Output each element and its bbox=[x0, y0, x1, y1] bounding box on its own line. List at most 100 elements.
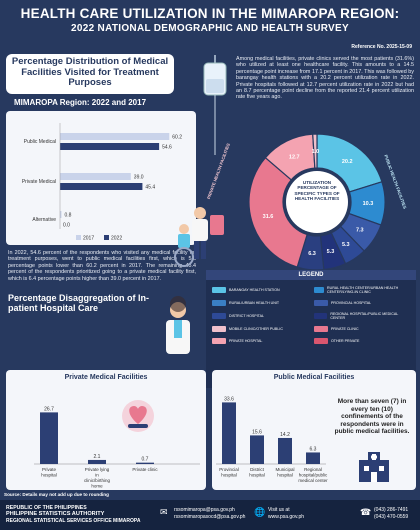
legend-title: LEGEND bbox=[206, 270, 416, 280]
bar-category-label: Provincial bbox=[219, 467, 239, 472]
public-facilities-chart: 33.6Provincialhospital15.6Districthospit… bbox=[216, 396, 328, 483]
bar-value-label: 39.0 bbox=[134, 175, 144, 181]
private-facilities-panel: Private Medical Facilities 26.7 Private ho… bbox=[6, 370, 206, 490]
legend-label-2017: 2017 bbox=[83, 236, 94, 242]
legend-swatch bbox=[314, 313, 328, 319]
legend-label: PRIVATE HOSPITAL bbox=[229, 339, 263, 343]
bar-category-label: Private lying bbox=[85, 467, 110, 472]
bar-category-label: hospital bbox=[41, 473, 57, 478]
bar-2017-1 bbox=[60, 173, 131, 180]
email-icon: ✉ bbox=[160, 507, 168, 517]
public-facilities-title: Public Medical Facilities bbox=[273, 374, 355, 381]
bar-value-label: 0.8 bbox=[64, 213, 71, 219]
bar-category-label: hospital/public bbox=[299, 473, 328, 478]
bar-value-label: 60.2 bbox=[172, 135, 182, 141]
bar-2017-2 bbox=[60, 211, 62, 218]
legend-swatch bbox=[314, 326, 328, 332]
donut-value-label: 5.3 bbox=[342, 242, 350, 248]
bar-category-label: Public Medical bbox=[24, 139, 56, 145]
bar-2022-1 bbox=[60, 183, 143, 190]
footer-website[interactable]: www.psa.gov.ph bbox=[268, 514, 305, 520]
legend-item: REGIONAL HOSPITAL/PUBLIC MEDICAL CENTER bbox=[314, 312, 410, 320]
legend-item: DISTRICT HOSPITAL bbox=[212, 312, 308, 320]
footer-phone2: (043) 470-0559 bbox=[374, 514, 409, 520]
bar-3 bbox=[306, 452, 320, 464]
bar-category-label: hospital bbox=[277, 473, 293, 478]
page-subtitle: 2022 NATIONAL DEMOGRAPHIC AND HEALTH SUR… bbox=[71, 23, 349, 34]
doctor-patient-illustration bbox=[174, 207, 224, 267]
hospital-icon bbox=[359, 452, 389, 482]
bar-category-label: home bbox=[91, 484, 103, 489]
page-title: HEALTH CARE UTILIZATION IN THE MIMAROPA … bbox=[20, 6, 400, 21]
legend-item: RURAL HEALTH CENTER/URBAN HEALTH CENTER/… bbox=[314, 286, 410, 294]
footer-bar: REPUBLIC OF THE PHILIPPINES PHILIPPINE S… bbox=[0, 500, 420, 530]
legend-item: MOBILE CLINIC/OTHER PUBLIC bbox=[212, 326, 308, 332]
legend-label: MOBILE CLINIC/OTHER PUBLIC bbox=[229, 327, 283, 331]
legend-item: RURAL/URBAN HEALTH UNIT bbox=[212, 300, 308, 306]
bar-category-label: in bbox=[95, 473, 99, 478]
section1-chart-panel: Public Medical 60.2 54.6 Private Medical 39.… bbox=[6, 111, 196, 245]
bar-category-label: Municipal bbox=[275, 467, 294, 472]
bar-value-label: 15.6 bbox=[252, 429, 262, 435]
bar-category-label: District bbox=[250, 467, 264, 472]
donut-value-label: 10.3 bbox=[363, 201, 374, 207]
legend-swatch bbox=[314, 338, 328, 344]
legend-panel: LEGEND BARANGAY HEALTH STATION RURAL HEAL… bbox=[206, 270, 416, 388]
legend-swatch-2022 bbox=[104, 235, 109, 240]
legend-swatch bbox=[314, 300, 328, 306]
footer-org2: PHILIPPINE STATISTICS AUTHORITY bbox=[6, 511, 105, 517]
bar-2017-0 bbox=[60, 133, 170, 140]
legend-swatch bbox=[212, 313, 226, 319]
donut-slice-8 bbox=[312, 133, 318, 169]
bar-value-label: 2.1 bbox=[94, 454, 101, 460]
donut-value-label: 5.3 bbox=[327, 249, 335, 255]
donut-value-label: 12.7 bbox=[289, 154, 300, 160]
bar-category-label: Private bbox=[42, 467, 57, 472]
iv-bag-illustration bbox=[203, 55, 227, 155]
heart-hand-icon bbox=[122, 400, 154, 432]
legend-label: DISTRICT HOSPITAL bbox=[229, 314, 265, 318]
public-callout: More than seven (7) in every ten (10) co… bbox=[334, 398, 410, 435]
footer-email2[interactable]: rssomimaropasocd@psa.gov.ph bbox=[174, 514, 246, 520]
source-note: Source: Details may not add up due to ro… bbox=[4, 492, 109, 497]
footer-email1[interactable]: rssomimaropa@psa.gov.ph bbox=[174, 507, 235, 513]
bar-value-label: 54.6 bbox=[162, 145, 172, 151]
bar-value-label: 0.0 bbox=[63, 223, 70, 229]
bar-1 bbox=[250, 435, 264, 464]
private-facilities-title: Private Medical Facilities bbox=[64, 374, 148, 381]
legend-item: PRIVATE CLINIC bbox=[314, 326, 410, 332]
bar-category-label: hospital bbox=[221, 473, 237, 478]
donut-slice-6 bbox=[248, 156, 308, 268]
legend-item: PROVINCIAL HOSPITAL bbox=[314, 300, 410, 306]
footer-org3: REGIONAL STATISTICAL SERVICES OFFICE MIM… bbox=[6, 518, 141, 524]
bar-0 bbox=[40, 412, 58, 464]
legend-label: REGIONAL HOSPITAL/PUBLIC MEDICAL CENTER bbox=[330, 312, 399, 320]
legend-swatch bbox=[212, 287, 226, 293]
facility-visit-chart: Public Medical 60.254.6 Private Medical 39.… bbox=[22, 123, 182, 242]
bar-value-label: 14.2 bbox=[280, 432, 290, 438]
donut-value-label: 7.3 bbox=[356, 228, 364, 234]
footer-org1: REPUBLIC OF THE PHILIPPINES bbox=[6, 505, 87, 511]
bar-value-label: 0.7 bbox=[142, 457, 149, 463]
legend-swatch-2017 bbox=[76, 235, 81, 240]
public-facilities-panel: Public Medical Facilities 33.6 Provincial… bbox=[212, 370, 416, 490]
bar-value-label: 45.4 bbox=[145, 185, 155, 191]
donut-value-label: 31.6 bbox=[263, 214, 274, 220]
bar-value-label: 26.7 bbox=[44, 406, 54, 412]
bar-category-label: Regional bbox=[304, 467, 322, 472]
legend-label: RURAL HEALTH CENTER/URBAN HEALTH CENTER/… bbox=[327, 286, 399, 294]
donut-value-label: 6.3 bbox=[308, 251, 316, 257]
bar-category-label: medical center bbox=[298, 478, 328, 483]
bar-2 bbox=[136, 462, 154, 464]
legend-label: BARANGAY HEALTH STATION bbox=[229, 288, 280, 292]
bar-1 bbox=[88, 459, 106, 464]
legend-swatch bbox=[212, 338, 226, 344]
legend-swatch bbox=[212, 326, 226, 332]
legend-label: OTHER PRIVATE bbox=[331, 339, 360, 343]
legend-label: RURAL/URBAN HEALTH UNIT bbox=[229, 301, 280, 305]
facility-utilization-donut: 20.2 10.3 7.3 5.3 5.3 6.3 31.6 12.7 1.0 bbox=[248, 133, 386, 271]
bar-2022-0 bbox=[60, 143, 160, 150]
phone-icon: ☎ bbox=[360, 507, 372, 517]
section3-title-box: Percentage Disaggregation of In-patient … bbox=[4, 292, 154, 318]
